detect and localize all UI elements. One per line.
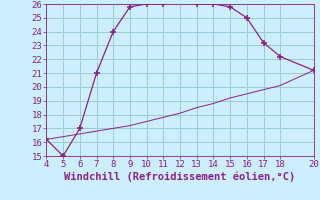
- X-axis label: Windchill (Refroidissement éolien,°C): Windchill (Refroidissement éolien,°C): [64, 172, 296, 182]
